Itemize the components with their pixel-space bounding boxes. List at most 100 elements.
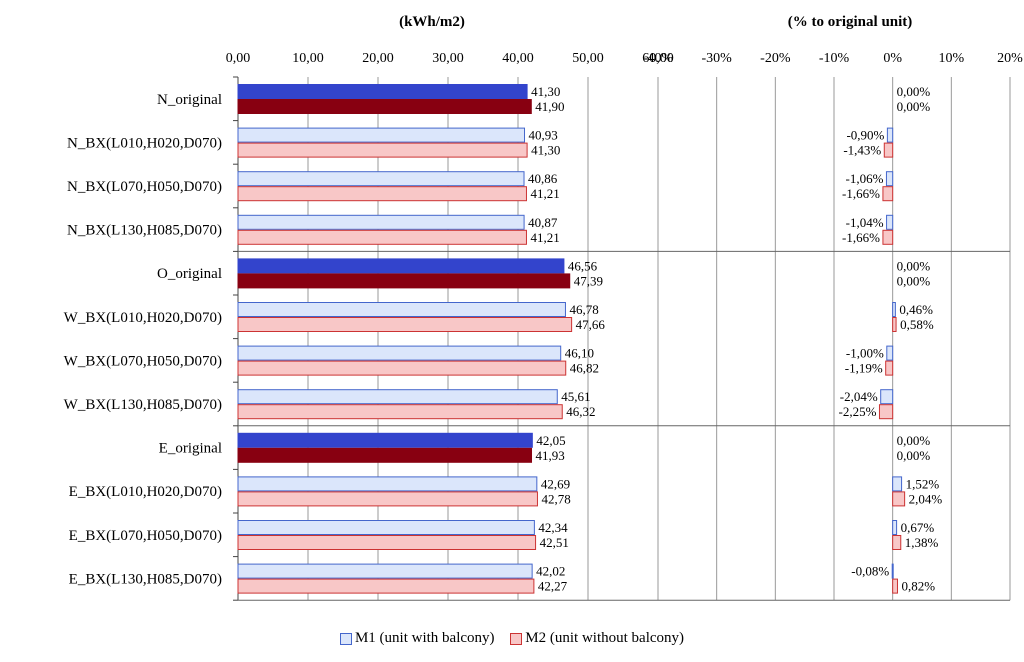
category-label: N_BX(L130,H085,D070) — [67, 223, 222, 239]
right-bar-label-m1: -1,00% — [846, 346, 884, 361]
right-bar-label-m1: -1,04% — [846, 215, 884, 230]
right-bar-label-m2: -1,66% — [842, 186, 880, 201]
right-bar-m1 — [880, 389, 894, 405]
left-bar-label-m1: 45,61 — [561, 389, 590, 404]
left-bar-m2 — [237, 186, 527, 202]
left-bar-m1 — [237, 389, 558, 405]
left-bar-label-m2: 41,90 — [535, 99, 564, 114]
right-tick-label: 10% — [938, 51, 964, 66]
legend-label-m1: M1 (unit with balcony) — [354, 630, 495, 646]
right-bar-label-m2: -1,19% — [845, 361, 883, 376]
category-label: N_BX(L070,H050,D070) — [67, 179, 222, 195]
left-tick-label: 60,00 — [642, 51, 674, 66]
left-bar-m1 — [237, 171, 525, 187]
right-bar-label-m1: 0,00% — [897, 258, 931, 273]
right-bar-label-m1: 0,00% — [897, 433, 931, 448]
left-tick-label: 10,00 — [292, 51, 324, 66]
category-label: W_BX(L010,H020,D070) — [64, 310, 222, 326]
right-bar-m1 — [886, 345, 894, 361]
right-bar-m1 — [885, 171, 894, 187]
left-bar-label-m1: 40,93 — [529, 128, 558, 143]
left-bar-m2 — [237, 447, 533, 463]
left-bar-label-m1: 40,87 — [528, 215, 558, 230]
left-bar-label-m2: 41,21 — [530, 186, 559, 201]
left-bar-label-m2: 41,30 — [531, 143, 560, 158]
right-bar-m1 — [886, 214, 894, 230]
left-bar-m2 — [237, 578, 535, 594]
right-tick-label: 20% — [997, 51, 1023, 66]
right-bar-label-m2: 0,82% — [901, 579, 935, 594]
category-label: E_BX(L070,H050,D070) — [69, 528, 222, 544]
right-bar-label-m1: -1,06% — [846, 171, 884, 186]
left-bar-label-m1: 40,86 — [528, 171, 558, 186]
right-bar-label-m2: 0,58% — [900, 317, 934, 332]
right-bar-m2 — [882, 186, 894, 202]
left-bar-label-m2: 47,66 — [576, 317, 606, 332]
right-bar-label-m1: 1,52% — [906, 476, 940, 491]
legend-item-m2: M2 (unit without balcony) — [510, 630, 684, 647]
legend-swatch-m1 — [339, 632, 352, 645]
right-bar-m2 — [878, 404, 894, 420]
left-bar-m1 — [237, 127, 526, 143]
right-bar-m1 — [892, 302, 896, 317]
left-bar-m1 — [237, 520, 535, 535]
left-bar-label-m2: 42,51 — [540, 535, 569, 550]
left-bar-label-m1: 42,02 — [536, 564, 565, 579]
left-bar-label-m1: 46,78 — [569, 302, 598, 317]
left-tick-label: 50,00 — [572, 51, 604, 66]
left-bar-m2 — [237, 404, 563, 420]
right-bar-label-m2: -2,25% — [839, 404, 877, 419]
left-bar-m1 — [237, 563, 533, 579]
right-bar-label-m1: -0,90% — [846, 128, 884, 143]
left-tick-label: 40,00 — [502, 51, 534, 66]
category-label: W_BX(L070,H050,D070) — [64, 353, 222, 369]
legend-label-m2: M2 (unit without balcony) — [525, 630, 685, 646]
left-bar-label-m1: 42,05 — [536, 433, 565, 448]
right-bar-m2 — [892, 535, 902, 550]
right-bar-m1 — [886, 127, 894, 143]
right-bar-label-m2: 2,04% — [909, 491, 943, 506]
right-bar-label-m1: 0,46% — [899, 302, 933, 317]
chart: (kWh/m2) (% to original unit) 0,00 10,00 2… — [64, 14, 1023, 601]
left-bar-m1 — [237, 214, 525, 230]
right-bar-m1 — [891, 563, 894, 579]
left-bar-label-m2: 41,93 — [536, 448, 565, 463]
right-tick-label: -30% — [702, 51, 733, 66]
left-bar-m1 — [237, 476, 538, 492]
left-bar-label-m1: 41,30 — [531, 84, 560, 99]
left-bar-m2 — [237, 273, 571, 289]
left-bar-label-m2: 47,39 — [574, 273, 603, 288]
left-tick-label: 30,00 — [432, 51, 464, 66]
right-bar-label-m2: 1,38% — [905, 535, 939, 550]
right-bar-label-m2: 0,00% — [897, 99, 931, 114]
legend: M1 (unit with balcony) M2 (unit without … — [0, 630, 1024, 650]
right-bar-label-m1: -0,08% — [851, 564, 889, 579]
left-bar-m1 — [237, 345, 562, 361]
legend-swatch-m2 — [510, 632, 523, 645]
left-bar-m2 — [237, 535, 537, 550]
left-bar-label-m1: 46,10 — [565, 346, 594, 361]
right-bar-label-m1: 0,67% — [901, 520, 935, 535]
right-bar-m2 — [892, 578, 898, 594]
left-bar-m2 — [237, 317, 573, 332]
left-bar-m2 — [237, 99, 532, 114]
left-bar-m2 — [237, 229, 527, 245]
left-tick-label: 20,00 — [362, 51, 394, 66]
right-bar-label-m1: -2,04% — [840, 389, 878, 404]
legend-item-m1: M1 (unit with balcony) — [339, 630, 495, 647]
category-label: N_original — [157, 92, 222, 108]
left-bar-label-m1: 46,56 — [568, 258, 598, 273]
category-label: O_original — [157, 266, 222, 282]
left-bar-label-m1: 42,34 — [538, 520, 568, 535]
left-bar-label-m2: 46,82 — [570, 361, 599, 376]
category-label: W_BX(L130,H085,D070) — [64, 397, 222, 413]
right-bar-m1 — [892, 520, 898, 535]
right-tick-label: 0% — [883, 51, 902, 66]
right-bar-m2 — [883, 142, 894, 158]
right-tick-label: -20% — [760, 51, 791, 66]
right-bar-m2 — [885, 360, 894, 376]
left-bar-m2 — [237, 360, 567, 376]
left-bar-m1 — [237, 84, 528, 99]
category-label: E_BX(L130,H085,D070) — [69, 571, 222, 587]
right-bar-label-m2: 0,00% — [897, 448, 931, 463]
